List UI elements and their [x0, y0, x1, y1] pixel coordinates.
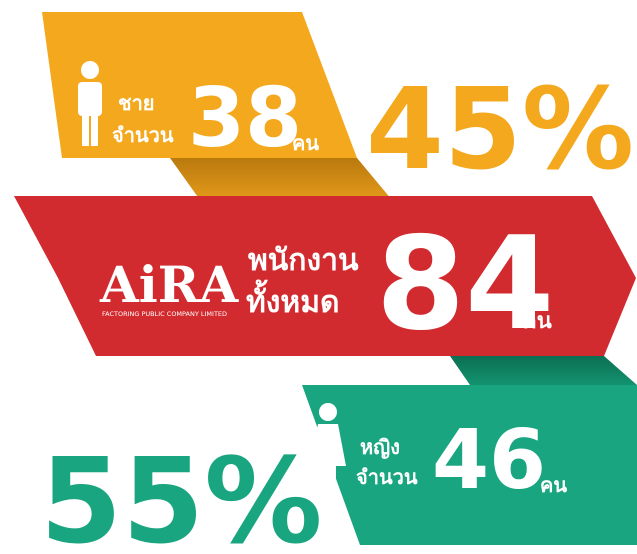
- female-label: หญิง: [360, 435, 400, 459]
- male-band: [42, 12, 357, 158]
- female-percent: 55%: [40, 432, 322, 554]
- total-band: [14, 196, 636, 356]
- female-unit: คน: [540, 473, 567, 497]
- logo: AiRA: [99, 255, 239, 314]
- female-icon: [310, 403, 346, 488]
- male-label: ชาย: [118, 91, 155, 115]
- female-count: 46: [432, 413, 546, 508]
- male-count: 38: [188, 71, 302, 166]
- total-label2: ทั้งหมด: [246, 279, 339, 320]
- logo-subtitle: FACTORING PUBLIC COMPANY LIMITED: [102, 310, 227, 318]
- male-band-fold: [170, 158, 392, 200]
- female-band-fold: [450, 356, 637, 385]
- male-unit: คน: [292, 131, 319, 155]
- female-count-label: จำนวน: [356, 465, 418, 489]
- total-count: 84: [376, 210, 554, 359]
- male-count-label: จำนวน: [112, 123, 174, 147]
- total-label: พนักงาน: [248, 243, 359, 278]
- male-icon: [78, 61, 102, 146]
- total-unit: คน: [522, 309, 552, 334]
- female-band: [302, 385, 637, 545]
- male-percent: 45%: [366, 65, 634, 195]
